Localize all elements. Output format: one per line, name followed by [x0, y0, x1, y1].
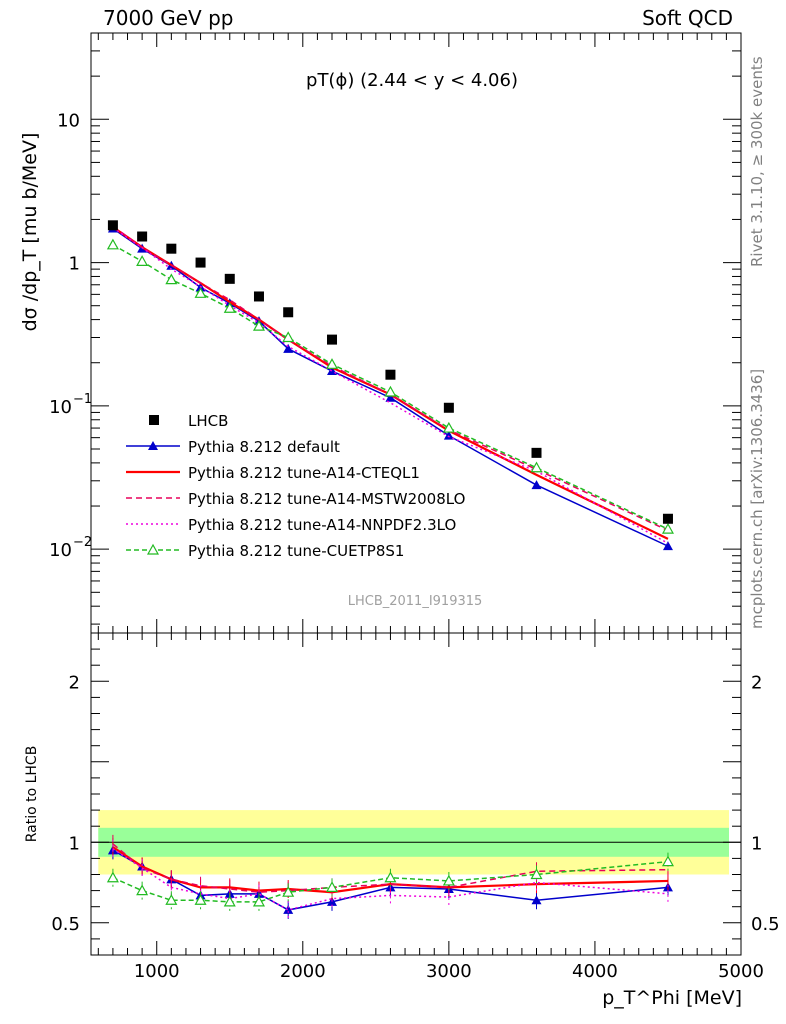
x-tick-label: 5000: [718, 961, 764, 982]
data-point: [107, 220, 118, 231]
ratio-tick-label-left: 0.5: [51, 914, 80, 935]
legend-label: Pythia 8.212 tune-A14-CTEQL1: [188, 464, 420, 482]
series-point: [661, 522, 674, 534]
data-point: [195, 257, 206, 268]
legend-label: Pythia 8.212 tune-A14-NNPDF2.3LO: [188, 516, 456, 534]
ratio-point: [283, 904, 294, 914]
series-point: [442, 421, 455, 433]
data-point: [385, 369, 396, 380]
ratio-point: [136, 884, 149, 896]
series-point: [283, 343, 294, 353]
series-point: [282, 331, 295, 343]
series-2: [112, 225, 669, 902]
legend-label: Pythia 8.212 tune-CUETP8S1: [188, 542, 404, 560]
ratio-line-4: [112, 860, 669, 903]
series-point: [662, 541, 673, 551]
y-tick-label: 10: [49, 540, 72, 561]
ratio-point: [384, 871, 397, 883]
legend-label: LHCB: [188, 412, 228, 430]
ratio-point: [252, 895, 265, 907]
ratio-tick-label-left: 2: [69, 672, 80, 693]
ratio-tick-label-right: 0.5: [751, 914, 780, 935]
data-point: [662, 513, 673, 524]
series-4: [106, 238, 674, 911]
ratio-tick-label-right: 2: [751, 672, 762, 693]
series-line-2: [112, 225, 669, 532]
series-point: [385, 392, 396, 402]
chart-title: pT(ϕ) (2.44 < y < 4.06): [306, 70, 518, 91]
ratio-point: [223, 895, 236, 907]
series-point: [530, 461, 543, 473]
data-point: [166, 243, 177, 254]
series-point: [384, 385, 397, 397]
legend-entry-3: Pythia 8.212 tune-A14-MSTW2008LO: [126, 490, 465, 508]
series-point: [106, 238, 119, 250]
series-point: [223, 302, 236, 313]
series-1: [112, 226, 669, 902]
y-tick-exponent: −2: [73, 535, 92, 550]
legend-marker: [148, 441, 158, 450]
series-point: [165, 273, 178, 285]
data-point: [443, 402, 454, 413]
header-left-label: 7000 GeV pp: [103, 6, 234, 30]
legend-entry-4: Pythia 8.212 tune-A14-NNPDF2.3LO: [126, 516, 456, 534]
legend-entry-1: Pythia 8.212 default: [126, 438, 340, 456]
y-tick-exponent: −1: [73, 392, 92, 407]
legend-entry-5: Pythia 8.212 tune-CUETP8S1: [126, 542, 404, 560]
ratio-point: [531, 895, 542, 905]
ratio-point: [282, 885, 295, 897]
legend-entry-0: LHCB: [149, 412, 228, 430]
legend-label: Pythia 8.212 tune-A14-MSTW2008LO: [188, 490, 465, 508]
data-point: [224, 273, 235, 284]
ratio-point: [194, 894, 207, 905]
ratio-axis-title: Ratio to LHCB: [24, 746, 40, 843]
x-tick-label: 3000: [426, 961, 472, 982]
ratio-point: [442, 874, 455, 886]
legend-marker: [146, 543, 160, 555]
x-tick-label: 1000: [134, 961, 180, 982]
x-tick-label: 2000: [280, 961, 326, 982]
y-tick-label: 10: [49, 397, 72, 418]
series-point: [325, 358, 339, 369]
series-line-3: [112, 227, 669, 544]
data-point: [327, 334, 338, 345]
y-axis-title: dσ /dp_T [mu b/MeV]: [19, 133, 41, 332]
series-point: [136, 255, 149, 266]
ratio-tick-label-right: 1: [751, 833, 762, 854]
legend-swatch: [149, 415, 159, 425]
x-axis-title: p_T^Phi [MeV]: [602, 987, 742, 1009]
ratio-point: [165, 894, 178, 905]
data-point: [137, 231, 148, 242]
legend-entry-2: Pythia 8.212 tune-A14-CTEQL1: [126, 464, 420, 482]
ratio-frame: [90, 632, 742, 956]
y-tick-label: 10: [57, 110, 80, 131]
ratio-point: [325, 881, 339, 892]
header-right-label: Soft QCD: [642, 6, 733, 30]
x-tick-label: 4000: [572, 961, 618, 982]
series-point: [194, 287, 207, 298]
watermark-label: LHCB_2011_I919315: [348, 594, 483, 609]
data-point: [283, 307, 294, 318]
ratio-point: [530, 868, 543, 880]
legend-label: Pythia 8.212 default: [188, 438, 340, 456]
data-point: [531, 447, 542, 458]
ratio-point: [106, 871, 119, 883]
ratio-point: [661, 855, 674, 867]
ratio-line-3: [112, 848, 669, 911]
series-point: [252, 319, 265, 331]
data-point: [253, 291, 264, 302]
ratio-tick-label-left: 1: [69, 833, 80, 854]
series-point: [443, 430, 454, 440]
series-point: [531, 480, 542, 490]
data-series: [107, 220, 673, 524]
ratio-line-2: [112, 843, 668, 893]
y-tick-label: 1: [69, 254, 80, 275]
